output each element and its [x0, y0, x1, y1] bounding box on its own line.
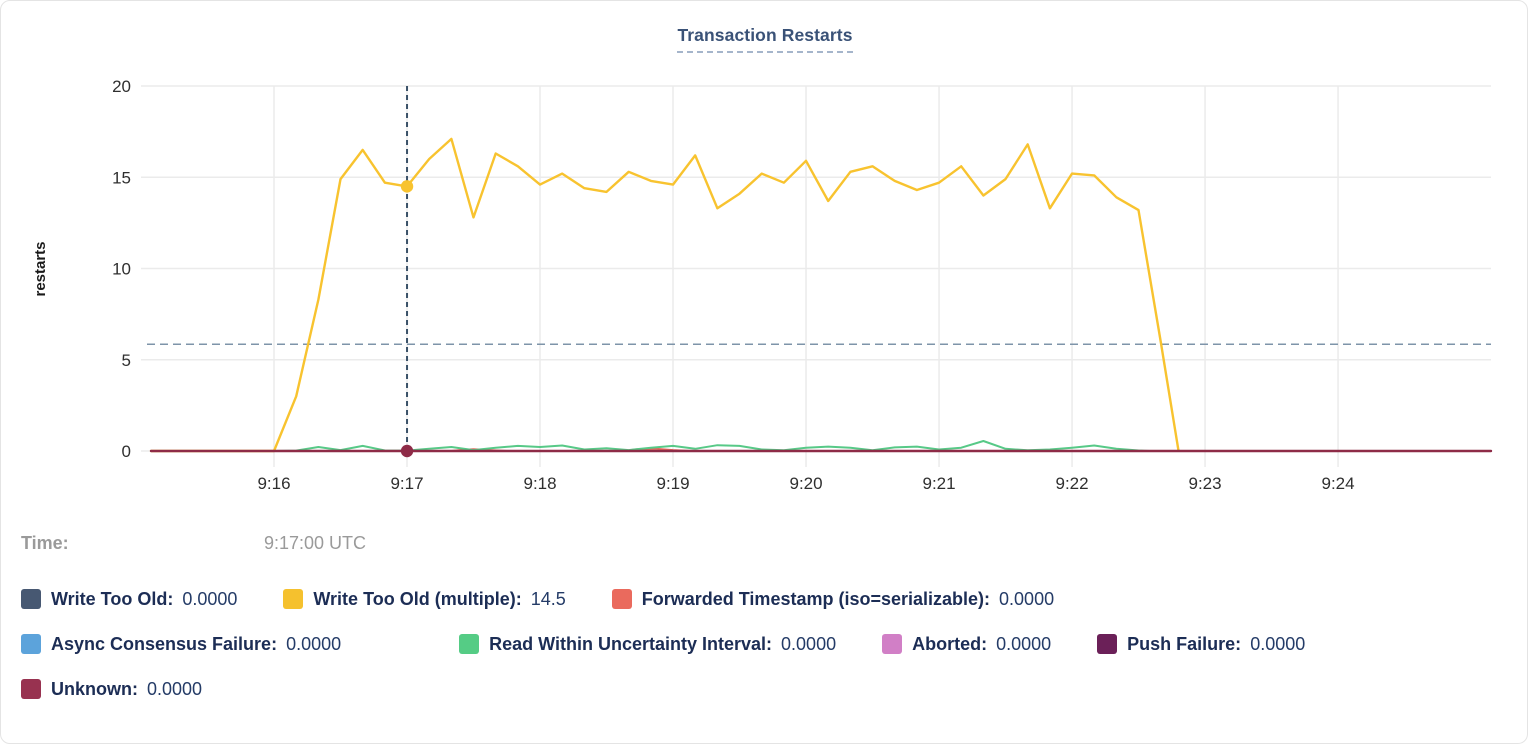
legend-swatch-icon: [21, 634, 41, 654]
legend-item[interactable]: Aborted: 0.0000: [882, 634, 1051, 655]
legend-item[interactable]: Forwarded Timestamp (iso=serializable): 0…: [611, 588, 1055, 610]
legend-value: 14.5: [530, 588, 566, 609]
legend-label: Aborted:: [912, 633, 988, 654]
legend-value: 0.0000: [286, 633, 342, 654]
x-axis-tick-label: 9:17: [390, 474, 423, 493]
legend-item[interactable]: Write Too Old (multiple): 14.5: [283, 588, 566, 610]
legend-item[interactable]: Async Consensus Failure: 0.0000: [21, 634, 341, 655]
chart-legend: Write Too Old: 0.0000 Write Too Old (multi…: [21, 587, 1527, 701]
x-axis-tick-label: 9:16: [257, 474, 290, 493]
time-value: 9:17:00 UTC: [264, 533, 367, 553]
x-axis-tick-label: 9:24: [1322, 474, 1355, 493]
y-axis-tick-label: 5: [122, 351, 131, 370]
legend-item[interactable]: Unknown: 0.0000: [21, 679, 202, 700]
legend-item[interactable]: Read Within Uncertainty Interval: 0.0000: [459, 634, 836, 655]
series-line-write-too-old-multiple: [149, 137, 1180, 453]
y-axis-tick-label: 10: [112, 260, 131, 279]
legend-value: 0.0000: [996, 633, 1052, 654]
legend-swatch-icon: [21, 679, 41, 699]
legend-label: Async Consensus Failure:: [51, 633, 278, 654]
legend-item[interactable]: Write Too Old: 0.0000: [21, 589, 237, 610]
y-axis-tick-label: 0: [122, 442, 131, 461]
legend-item[interactable]: Push Failure: 0.0000: [1097, 634, 1305, 655]
y-axis-title: restarts: [32, 241, 49, 296]
x-axis-tick-label: 9:21: [922, 474, 955, 493]
legend-value: 0.0000: [182, 588, 238, 609]
time-label: Time:: [21, 533, 69, 553]
legend-label: Push Failure:: [1127, 633, 1242, 654]
legend-value: 0.0000: [781, 633, 837, 654]
legend-swatch-icon: [1097, 634, 1118, 654]
x-axis-tick-label: 9:20: [789, 474, 822, 493]
y-axis-tick-label: 20: [112, 77, 131, 96]
x-axis-tick-label: 9:22: [1055, 474, 1088, 493]
series-line-read-within-uncertainty-interval: [150, 440, 1492, 452]
x-axis-tick-label: 9:23: [1188, 474, 1221, 493]
legend-label: Write Too Old (multiple):: [313, 588, 522, 609]
legend-value: 0.0000: [999, 588, 1055, 609]
x-axis-tick-label: 9:18: [523, 474, 556, 493]
legend-swatch-icon: [882, 634, 903, 654]
legend-value: 0.0000: [147, 678, 203, 699]
transaction-restarts-chart[interactable]: 0 5 10 15 20 9:16 9:17 9:18 9:19 9:20 9:21 9:22 9:23…: [1, 1, 1528, 511]
legend-row: Write Too Old: 0.0000 Write Too Old (multi…: [21, 587, 1527, 611]
legend-label: Read Within Uncertainty Interval:: [489, 633, 773, 654]
legend-swatch-icon: [21, 589, 41, 609]
legend-row: Async Consensus Failure: 0.0000 Read Withi…: [21, 632, 1527, 656]
legend-label: Write Too Old:: [51, 588, 174, 609]
y-axis-tick-label: 15: [112, 168, 131, 187]
chart-title[interactable]: Transaction Restarts: [1, 25, 1527, 53]
chart-title-text[interactable]: Transaction Restarts: [677, 25, 853, 53]
legend-row: Unknown: 0.0000: [21, 677, 1527, 701]
legend-swatch-icon: [611, 589, 632, 609]
legend-label: Forwarded Timestamp (iso=serializable):: [641, 588, 991, 609]
legend-label: Unknown:: [51, 678, 138, 699]
hover-time-row: Time: 9:17:00 UTC: [21, 533, 1527, 559]
hover-point: [400, 444, 414, 458]
hover-point: [400, 180, 414, 193]
chart-area: Transaction Restarts 0 5 10 15 20 9:16 9:17 9:1…: [1, 1, 1528, 511]
legend-value: 0.0000: [1250, 633, 1306, 654]
legend-swatch-icon: [283, 589, 304, 609]
legend-swatch-icon: [459, 634, 480, 654]
x-axis-tick-label: 9:19: [656, 474, 689, 493]
